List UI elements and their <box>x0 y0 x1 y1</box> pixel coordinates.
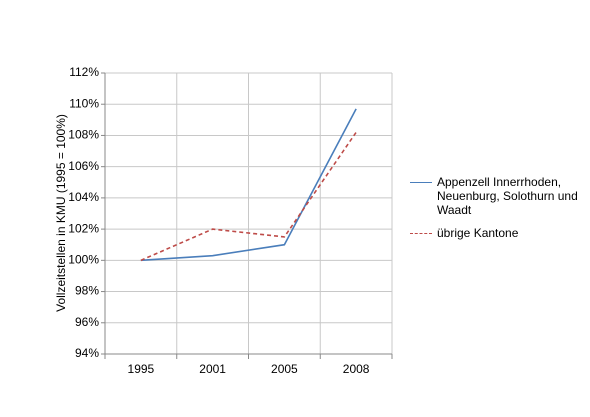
y-tick-label: 102% <box>68 221 99 235</box>
y-tick-label: 98% <box>75 284 99 298</box>
legend-entry: übrige Kantone <box>410 226 587 240</box>
series-line <box>140 108 357 262</box>
x-tick-label: 2001 <box>199 362 226 376</box>
legend-label: übrige Kantone <box>437 226 519 240</box>
y-tick-label: 110% <box>69 96 99 110</box>
x-tick-label: 2005 <box>271 362 298 376</box>
legend-label: Appenzell Innerrhoden, Neuenburg, Soloth… <box>437 175 578 217</box>
x-tick-label: 1995 <box>128 362 155 376</box>
y-tick-label: 94% <box>75 346 99 360</box>
legend-swatch <box>410 233 432 234</box>
y-tick-label: 108% <box>68 128 99 142</box>
y-tick-label: 96% <box>75 315 99 329</box>
legend-entry: Appenzell Innerrhoden, Neuenburg, Soloth… <box>410 175 587 217</box>
y-tick-label: 104% <box>68 190 99 204</box>
y-tick-label: 106% <box>68 159 99 173</box>
y-tick-label: 100% <box>68 253 99 267</box>
x-tick-label: 2008 <box>343 362 370 376</box>
legend-swatch <box>410 182 432 183</box>
series-line <box>140 131 357 262</box>
y-tick-label: 112% <box>69 65 99 79</box>
y-axis-title: Vollzeitstellen in KMU (1995 = 100%) <box>54 114 68 312</box>
